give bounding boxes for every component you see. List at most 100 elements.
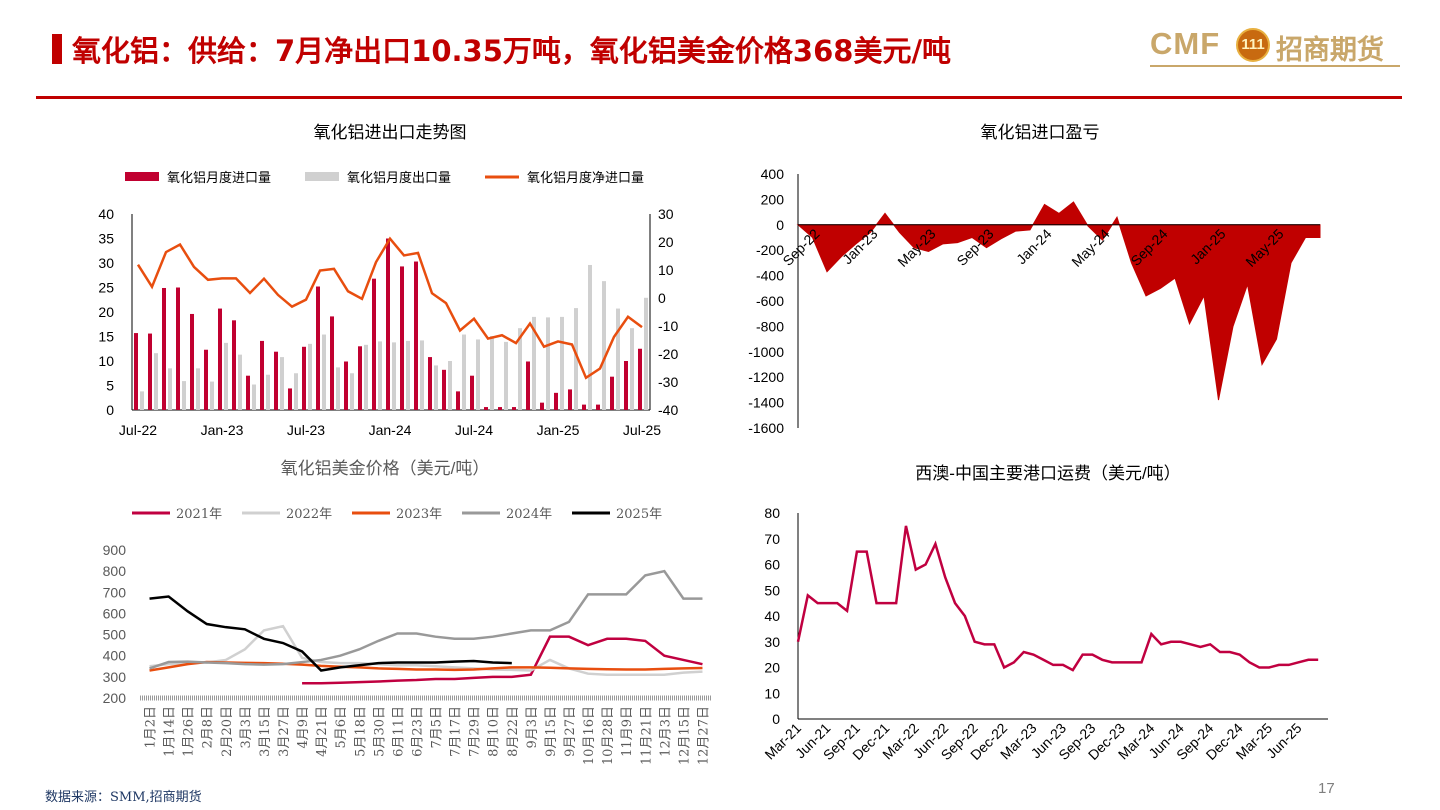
bar-import: [148, 333, 152, 410]
x-tick-label: 5月6日: [334, 706, 349, 749]
y-tick-label-right: -40: [658, 402, 678, 418]
x-tick-label: Jan-23: [201, 422, 244, 438]
y-tick-label-right: 10: [658, 262, 674, 278]
y-tick-label: 30: [764, 634, 780, 650]
chart-import-profit: 氧化铝进口盈亏 -1600 -1400 -1200 -1000 -800 -600 -400 -…: [748, 123, 1321, 436]
y-tick-label: 20: [764, 660, 780, 676]
bar-import: [302, 346, 306, 410]
y-tick-label: 200: [761, 191, 785, 207]
x-tick-label: 1月26日: [182, 706, 197, 757]
bar-export: [630, 328, 634, 410]
y-tick-label: -200: [756, 242, 784, 258]
legend-swatch: [305, 172, 339, 181]
bar-import: [134, 333, 138, 410]
chart-freight: 西澳-中国主要港口运费（美元/吨）01020304050607080Mar-21…: [761, 464, 1328, 763]
bar-export: [154, 353, 158, 410]
legend-label: 氧化铝月度进口量: [167, 170, 271, 186]
bar-import: [386, 238, 390, 410]
x-tick-label: 8月10日: [487, 706, 502, 757]
y-tick-label: 0: [776, 217, 784, 233]
y-tick-label-left: 10: [98, 353, 114, 369]
bar-export: [238, 354, 242, 410]
bar-export: [490, 336, 494, 410]
bar-export: [588, 264, 592, 410]
x-tick-label: Jan-24: [1013, 225, 1055, 267]
bar-import: [218, 308, 222, 410]
y-tick-label: 10: [764, 685, 780, 701]
y-tick-label: -400: [756, 268, 784, 284]
price-line: [149, 569, 703, 670]
x-tick-label: 11月21日: [639, 706, 654, 765]
x-tick-label: 9月27日: [563, 706, 578, 757]
x-tick-label: 5月30日: [372, 706, 387, 757]
y-tick-label: 700: [103, 584, 127, 600]
x-tick-label: Jan-25: [537, 422, 580, 438]
y-tick-label-right: -20: [658, 346, 678, 362]
bar-import: [526, 361, 530, 410]
bar-export: [518, 328, 522, 410]
y-tick-label: 80: [764, 505, 780, 521]
bar-export: [476, 339, 480, 410]
y-tick-label: 50: [764, 582, 780, 598]
y-tick-label-left: 20: [98, 304, 114, 320]
bar-export: [308, 343, 312, 410]
legend-label: 2022年: [286, 507, 332, 522]
bar-import: [610, 376, 614, 410]
bar-export: [434, 365, 438, 410]
x-tick-label: 3月15日: [258, 706, 273, 757]
x-tick-label: 9月15日: [544, 706, 559, 757]
y-tick-label-left: 30: [98, 255, 114, 271]
x-tick-label: Jan-24: [369, 422, 412, 438]
bar-import: [442, 369, 446, 410]
header-rule: [36, 96, 1402, 99]
y-tick-label: -1400: [748, 395, 784, 411]
bar-export: [168, 368, 172, 410]
x-tick-label: 6月23日: [410, 706, 425, 757]
price-line: [149, 624, 703, 676]
bar-import: [288, 388, 292, 410]
bar-import: [540, 402, 544, 410]
x-tick-label: 3月3日: [239, 706, 254, 749]
legend-label: 氧化铝月度净进口量: [527, 170, 644, 186]
bar-import: [596, 404, 600, 410]
bar-export: [546, 317, 550, 410]
bar-import: [204, 349, 208, 410]
bar-export: [364, 344, 368, 410]
bar-import: [400, 266, 404, 410]
bar-import: [162, 287, 166, 410]
bar-export: [448, 361, 452, 410]
bar-import: [414, 261, 418, 410]
data-source-note: 数据来源：SMM,招商期货: [45, 790, 202, 805]
bar-import: [316, 286, 320, 410]
y-tick-label: -800: [756, 318, 784, 334]
y-tick-label: -600: [756, 293, 784, 309]
x-tick-label: 11月9日: [620, 706, 635, 757]
x-tick-label: Jul-23: [287, 422, 325, 438]
y-tick-label-left: 0: [106, 402, 114, 418]
y-tick-label-right: -30: [658, 374, 678, 390]
y-tick-label: 800: [103, 563, 127, 579]
bar-import: [568, 389, 572, 410]
y-tick-label: 60: [764, 557, 780, 573]
x-tick-label: 3月27日: [277, 706, 292, 757]
legend-label: 氧化铝月度出口量: [347, 170, 451, 186]
bar-import: [190, 313, 194, 410]
bar-export: [406, 340, 410, 410]
y-tick-label: 500: [103, 627, 127, 643]
bar-import: [484, 407, 488, 410]
bar-export: [266, 374, 270, 410]
legend-label: 2021年: [176, 507, 222, 522]
y-tick-label-left: 35: [98, 231, 114, 247]
x-tick-label: 1月14日: [163, 706, 178, 757]
line-net-import: [136, 236, 643, 380]
x-tick-label: May-24: [1068, 225, 1112, 269]
bar-import: [330, 316, 334, 410]
bar-export: [252, 384, 256, 410]
x-tick-label: 12月3日: [658, 706, 673, 757]
x-tick-label: 1月2日: [144, 706, 159, 749]
y-tick-label-right: 20: [658, 234, 674, 250]
bar-import: [260, 340, 264, 410]
bar-import: [512, 407, 516, 410]
bar-import: [372, 278, 376, 410]
y-tick-label: -1200: [748, 369, 784, 385]
